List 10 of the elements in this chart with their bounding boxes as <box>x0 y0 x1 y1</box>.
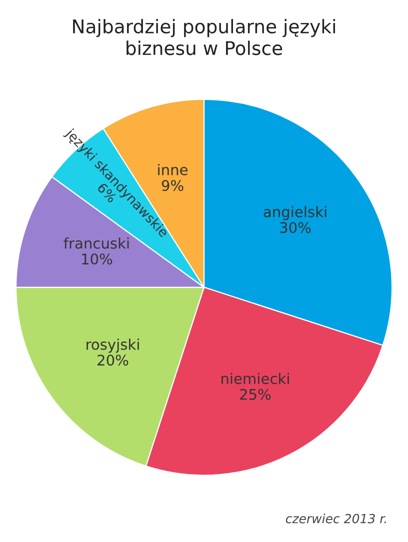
chart-title: Najbardziej popularne języki biznesu w Polsce <box>73 18 335 56</box>
data-label: 30% <box>280 222 311 234</box>
slice-label: rosyjski <box>86 338 139 353</box>
data-label: 10% <box>82 253 112 265</box>
slice-label: niemiecki <box>222 372 289 384</box>
text: czerwiec 2013 r. <box>286 514 386 524</box>
slice-label: francuski <box>64 237 129 249</box>
data-label: 25% <box>240 388 271 400</box>
slice-label: angielski <box>264 206 326 220</box>
data-label: 20% <box>98 354 128 366</box>
